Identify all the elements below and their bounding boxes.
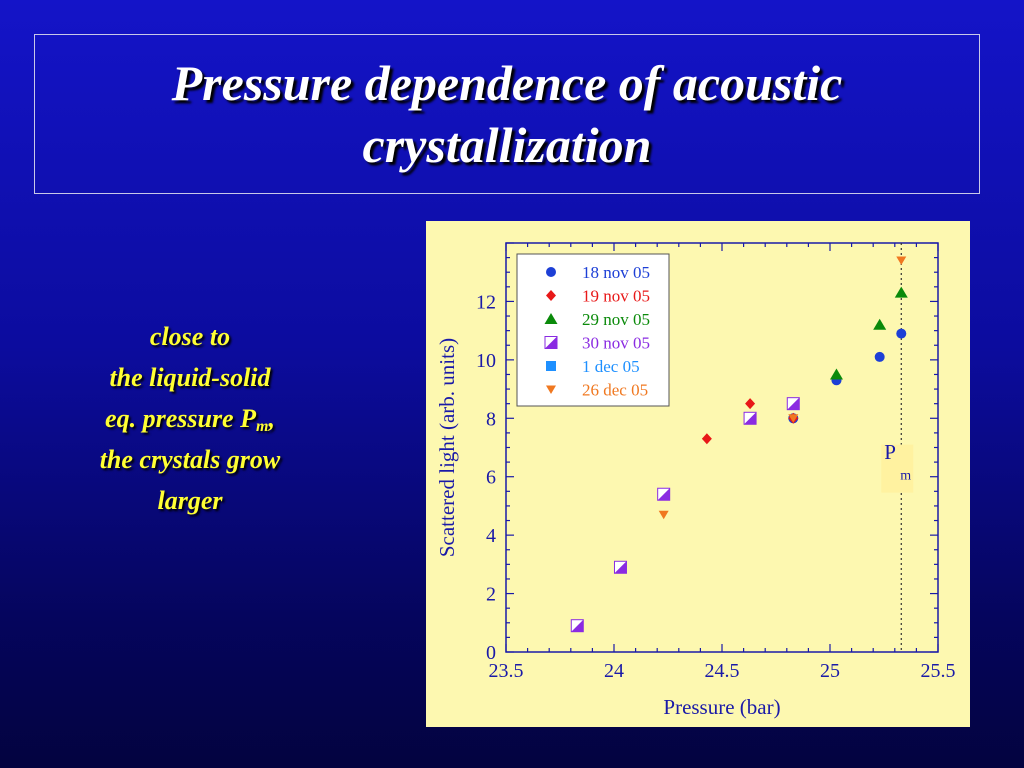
note-line-5: larger [157, 486, 223, 515]
data-point-half-square-fill [787, 397, 800, 410]
y-tick-label: 2 [486, 584, 496, 606]
pm-label-subscript: m [900, 469, 911, 484]
legend-marker-triangle-down [546, 385, 556, 394]
data-point-diamond [701, 433, 712, 445]
x-tick-label: 24.5 [705, 660, 740, 682]
slide-title: Pressure dependence of acoustic crystall… [171, 55, 843, 173]
legend-box [516, 253, 670, 407]
data-point-half-square-fill [571, 619, 584, 632]
y-tick-label: 12 [476, 291, 496, 313]
data-point-triangle-down [658, 510, 669, 520]
note-line-3-subscript: m [255, 418, 269, 435]
pm-label: P [884, 440, 896, 464]
data-point-circle [896, 328, 907, 339]
note-line-3-prefix: eq. pressure P [105, 404, 256, 433]
side-note: close to the liquid-solid eq. pressure P… [40, 316, 340, 521]
data-point-half-square [570, 619, 584, 633]
x-tick-label: 23.5 [489, 660, 524, 682]
data-point-triangle-down [896, 256, 907, 266]
data-point-triangle-up [894, 286, 908, 298]
legend-marker-half-square-fill [545, 336, 557, 349]
note-line-2: the liquid-solid [109, 363, 271, 392]
legend-marker-circle [546, 267, 556, 277]
y-axis-label: Scattered light (arb. units) [435, 338, 459, 557]
data-point-triangle-down [788, 414, 799, 423]
note-line-3-suffix: , [268, 404, 275, 433]
note-line-4: the crystals grow [99, 445, 281, 474]
y-tick-label: 0 [486, 642, 496, 664]
legend-label: 26 dec 05 [582, 381, 648, 400]
data-point-half-square-fill [657, 488, 670, 501]
legend-label: 1 dec 05 [582, 357, 640, 376]
legend-label: 18 nov 05 [582, 263, 650, 282]
data-point-half-square [657, 487, 671, 501]
data-point-triangle-up [829, 368, 843, 380]
y-tick-label: 4 [486, 525, 496, 547]
legend-label: 19 nov 05 [582, 287, 650, 306]
x-tick-label: 24 [604, 660, 624, 682]
data-point-half-square [743, 411, 757, 425]
legend-marker-half-square [544, 336, 558, 349]
x-tick-label: 25 [820, 660, 840, 682]
note-line-3: eq. pressure Pm, [40, 398, 340, 439]
chart-panel: 23.5 24 24.5 25 25.5 0 2 4 6 8 10 12 Pressure (bar) S… [426, 221, 970, 727]
legend-marker-square [546, 361, 556, 371]
y-tick-label: 6 [486, 467, 496, 489]
legend-label: 29 nov 05 [582, 310, 650, 329]
data-point-circle [874, 351, 885, 362]
data-point-half-square-fill [744, 412, 757, 425]
data-point-diamond [745, 398, 756, 410]
pm-label-box [881, 444, 914, 493]
legend-marker-diamond [546, 290, 556, 301]
legend-marker-triangle-up [544, 313, 558, 324]
y-tick-label: 10 [476, 350, 496, 372]
y-tick-label: 8 [486, 408, 496, 430]
title-box: Pressure dependence of acoustic crystall… [34, 34, 980, 194]
data-point-half-square-fill [614, 561, 627, 574]
x-tick-label: 25.5 [921, 660, 956, 682]
note-line-1: close to [149, 322, 231, 351]
data-point-half-square [613, 560, 627, 574]
x-axis-label: Pressure (bar) [663, 695, 780, 719]
data-point-triangle-up [873, 318, 887, 330]
data-point-half-square [786, 397, 800, 411]
legend-label: 30 nov 05 [582, 334, 650, 353]
